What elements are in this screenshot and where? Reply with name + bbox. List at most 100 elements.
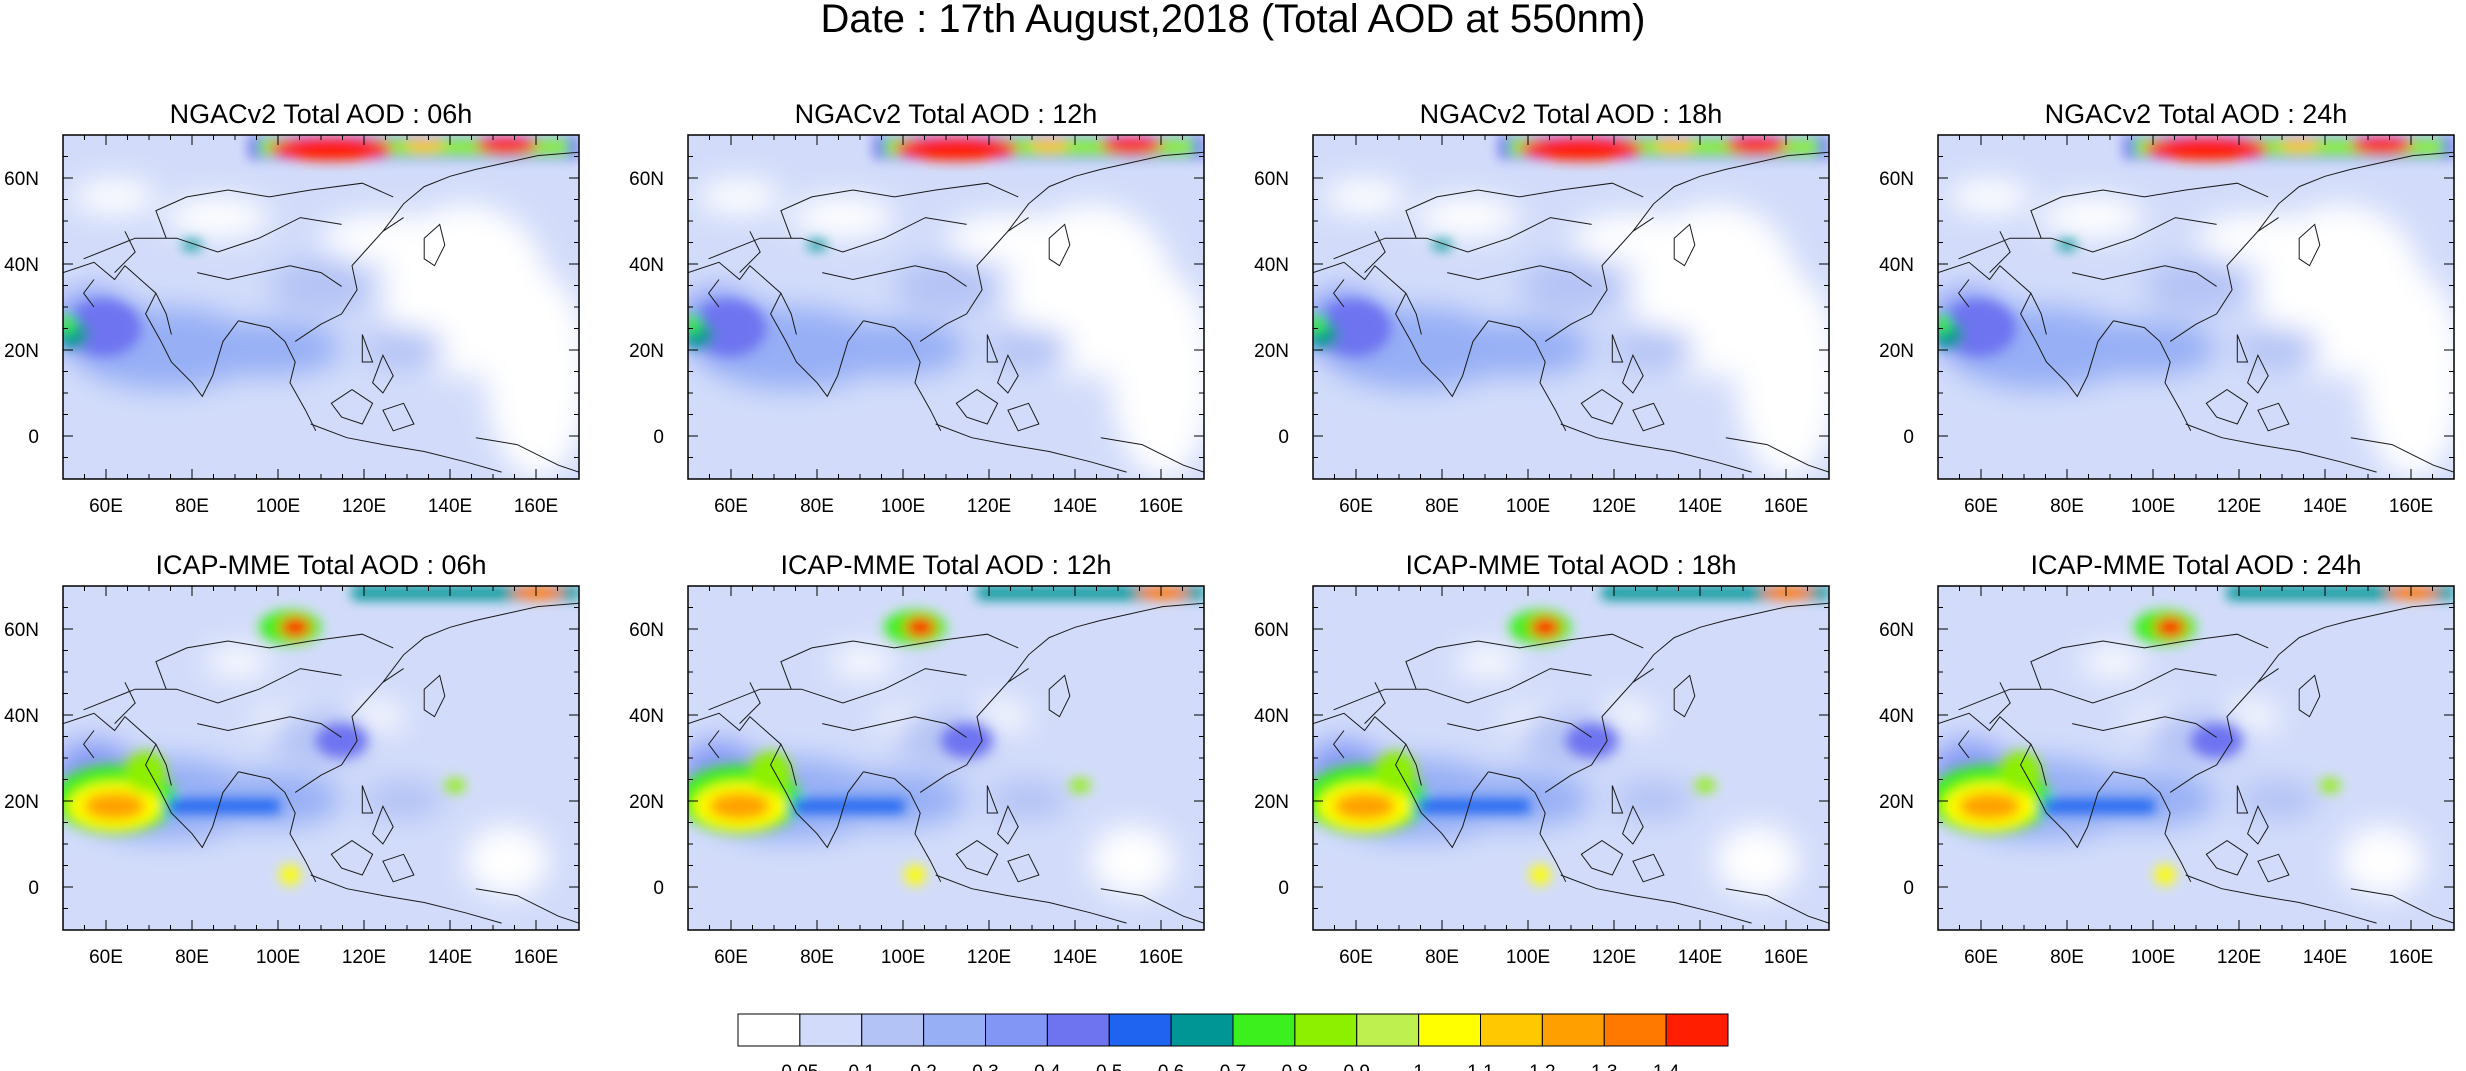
lat-tick-label: 40N [1254, 706, 1289, 727]
coastlines [1938, 151, 2454, 473]
lat-tick-label: 20N [629, 792, 664, 813]
lon-tick-label: 160E [514, 947, 558, 968]
panel-icap-06: ICAP-MME Total AOD : 06h 60E 80E 100E 120E 14… [4, 550, 580, 968]
aod-field [1938, 135, 2454, 479]
colorbar-label: 0.2 [910, 1062, 936, 1071]
lat-tick-label: 60N [1254, 169, 1289, 190]
lon-tick-label: 80E [800, 947, 834, 968]
lon-tick-label: 60E [714, 947, 748, 968]
lat-tick-label: 20N [4, 792, 39, 813]
coastlines [688, 602, 1204, 924]
lat-tick-label: 60N [4, 620, 39, 641]
lat-tick-label: 0 [28, 878, 39, 899]
lat-tick-label: 60N [1879, 620, 1914, 641]
lat-tick-label: 0 [653, 878, 664, 899]
colorbar-bin [1603, 1013, 1667, 1047]
lat-tick-label: 0 [1903, 427, 1914, 448]
lon-tick-label: 140E [1053, 496, 1097, 517]
lon-tick-label: 60E [1964, 496, 1998, 517]
colorbar-bin [1665, 1013, 1729, 1047]
panel-icap-12: ICAP-MME Total AOD : 12h 60E 80E 100E 120E 14… [629, 550, 1205, 968]
lat-tick-label: 40N [629, 255, 664, 276]
colorbar-bin [1046, 1013, 1110, 1047]
panel-title: NGACv2 Total AOD : 12h [795, 99, 1098, 129]
lat-tick-label: 60N [4, 169, 39, 190]
lat-tick-label: 20N [4, 341, 39, 362]
colorbar-label: 0.5 [1096, 1062, 1122, 1071]
aod-field [63, 135, 579, 479]
panel-title: NGACv2 Total AOD : 24h [2045, 99, 2348, 129]
lon-tick-label: 80E [1425, 496, 1459, 517]
lon-tick-label: 140E [2303, 947, 2347, 968]
colorbar-bin [1170, 1013, 1234, 1047]
lon-tick-label: 80E [175, 496, 209, 517]
colorbar-bin [737, 1013, 801, 1047]
lon-tick-label: 160E [1764, 496, 1808, 517]
panel-title: ICAP-MME Total AOD : 18h [1405, 550, 1736, 580]
lon-tick-label: 60E [1964, 947, 1998, 968]
panel-title: NGACv2 Total AOD : 06h [170, 99, 473, 129]
panel-icap-24: ICAP-MME Total AOD : 24h 60E 80E 100E 120E 14… [1879, 550, 2455, 968]
panel-ngac-12: NGACv2 Total AOD : 12h 60E 80E 100E 120E 140E… [629, 99, 1205, 517]
lat-tick-label: 20N [629, 341, 664, 362]
colorbar-bin [985, 1013, 1048, 1047]
colorbar-label: 1.3 [1591, 1062, 1617, 1071]
panel-ngac-24: NGACv2 Total AOD : 24h 60E 80E 100E 120E 140E… [1879, 99, 2455, 517]
lat-tick-label: 60N [1254, 620, 1289, 641]
lat-tick-label: 0 [653, 427, 664, 448]
lon-tick-label: 120E [342, 947, 386, 968]
lon-tick-label: 120E [1592, 947, 1636, 968]
lat-tick-label: 60N [629, 620, 664, 641]
lon-tick-label: 60E [89, 496, 123, 517]
colorbar-label: 0.7 [1220, 1062, 1246, 1071]
lon-tick-label: 140E [1678, 496, 1722, 517]
colorbar-label: 1 [1413, 1062, 1424, 1071]
lat-tick-label: 60N [1879, 169, 1914, 190]
panel-ngac-06: NGACv2 Total AOD : 06h 60E 80E 100E 120E 140E… [4, 99, 580, 517]
coastlines [688, 151, 1204, 473]
lat-tick-label: 40N [1879, 255, 1914, 276]
lon-tick-label: 140E [428, 947, 472, 968]
panel-title: NGACv2 Total AOD : 18h [1420, 99, 1723, 129]
colorbar-bin [1356, 1013, 1420, 1047]
aod-colorbar: 0.05 0.1 0.2 0.3 0.4 0.5 0.6 0.7 0.8 0.9 1 1.1 1.2 1.… [737, 1013, 1729, 1071]
lon-tick-label: 120E [1592, 496, 1636, 517]
panel-ngac-18: NGACv2 Total AOD : 18h 60E 80E 100E 120E 140E… [1254, 99, 1830, 517]
coastlines [1938, 602, 2454, 924]
lon-tick-label: 160E [2389, 496, 2433, 517]
lon-tick-label: 100E [256, 496, 300, 517]
colorbar-label: 1.4 [1653, 1062, 1680, 1071]
colorbar-bin [1232, 1013, 1296, 1047]
lon-tick-label: 100E [256, 947, 300, 968]
lon-tick-label: 120E [967, 496, 1011, 517]
panel-grid: NGACv2 Total AOD : 06h 60E 80E 100E 120E 140E… [4, 99, 2455, 968]
coastlines [63, 602, 579, 924]
colorbar-label: 0.4 [1034, 1062, 1061, 1071]
coastlines [63, 151, 579, 473]
lon-tick-label: 140E [2303, 496, 2347, 517]
colorbar-bin [1541, 1013, 1605, 1047]
aod-field [1313, 586, 1829, 930]
lon-tick-label: 80E [2050, 947, 2084, 968]
lat-tick-label: 40N [629, 706, 664, 727]
lat-tick-label: 0 [1903, 878, 1914, 899]
lat-tick-label: 0 [1278, 427, 1289, 448]
aod-field [1313, 135, 1829, 479]
lon-tick-label: 100E [2131, 496, 2175, 517]
colorbar-label: 1.2 [1529, 1062, 1555, 1071]
lat-tick-label: 40N [4, 706, 39, 727]
lat-tick-label: 0 [1278, 878, 1289, 899]
lat-tick-label: 20N [1879, 341, 1914, 362]
coastlines [1313, 602, 1829, 924]
lon-tick-label: 160E [1139, 496, 1183, 517]
lon-tick-label: 100E [1506, 496, 1550, 517]
lat-tick-label: 40N [4, 255, 39, 276]
lon-tick-label: 80E [2050, 496, 2084, 517]
panel-title: ICAP-MME Total AOD : 24h [2030, 550, 2361, 580]
colorbar-label: 0.6 [1158, 1062, 1184, 1071]
colorbar-bin [923, 1013, 986, 1047]
coastlines [1313, 151, 1829, 473]
colorbar-label: 0.9 [1344, 1062, 1370, 1071]
lon-tick-label: 100E [2131, 947, 2175, 968]
